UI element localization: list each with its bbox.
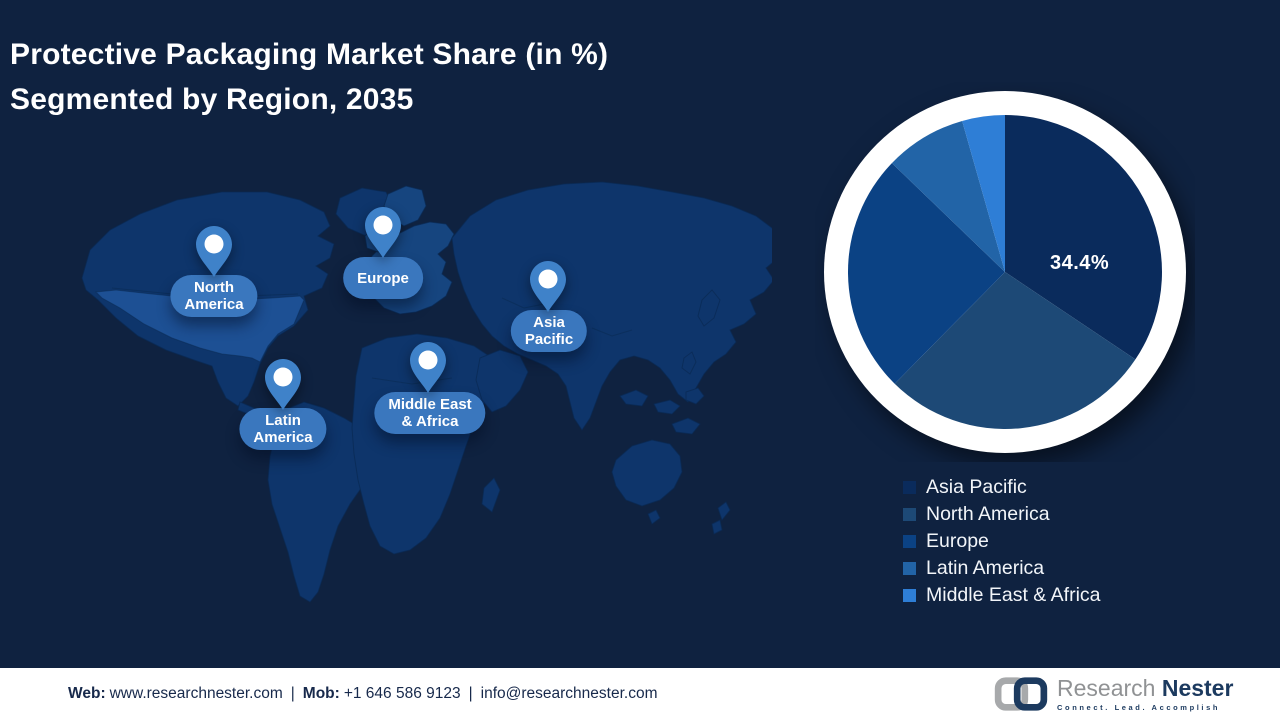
- page-title: Protective Packaging Market Share (in %)…: [10, 38, 609, 116]
- location-pin-icon-middle-east-africa: [410, 342, 446, 393]
- region-label-asia-pacific: Asia Pacific: [510, 310, 588, 352]
- brand-text: Research Nester Connect. Lead. Accomplis…: [1057, 674, 1234, 712]
- map-tasmania: [647, 509, 661, 525]
- map-madagascar: [481, 477, 501, 513]
- legend-label: North America: [926, 503, 1050, 525]
- location-pin-icon-asia-pacific: [530, 261, 566, 312]
- pie-slices: [847, 115, 1162, 429]
- map-japan: [697, 289, 721, 327]
- pie-slice-middle-east-africa: [962, 115, 1005, 272]
- separator: |: [290, 685, 295, 702]
- legend-item-north-america: North America: [903, 501, 1101, 528]
- web-label: Web:: [68, 685, 106, 702]
- region-label-north-america: North America: [170, 275, 258, 317]
- region-label-europe: Europe: [343, 257, 423, 299]
- legend-item-middle-east-africa: Middle East & Africa: [903, 582, 1101, 609]
- pie-slice-latin-america: [891, 120, 1005, 272]
- legend-swatch-asia-pacific: [903, 481, 916, 494]
- location-pin-icon-latin-america: [265, 359, 301, 410]
- research-nester-logo: Research Nester Connect. Lead. Accomplis…: [993, 668, 1233, 720]
- legend-swatch-europe: [903, 535, 916, 548]
- pie-chart: [824, 91, 1186, 453]
- phone-number: +1 646 586 9123: [343, 685, 461, 702]
- map-indonesia-1: [619, 389, 649, 407]
- brand-name: Research Nester: [1057, 674, 1234, 701]
- legend-swatch-north-america: [903, 508, 916, 521]
- legend-item-asia-pacific: Asia Pacific: [903, 474, 1101, 501]
- pie-slice-asia-pacific: [1005, 115, 1162, 360]
- website-url: www.researchnester.com: [109, 685, 283, 702]
- brand-primary: Research: [1057, 674, 1156, 701]
- map-australia: [611, 439, 683, 507]
- map-new-zealand: [711, 501, 731, 535]
- map-new-guinea: [671, 417, 701, 435]
- pie-slice-europe: [847, 163, 1005, 384]
- region-label-latin-america: Latin America: [239, 408, 327, 450]
- separator: |: [468, 685, 473, 702]
- pie-data-label: 34.4%: [1050, 252, 1110, 274]
- legend-label: Middle East & Africa: [926, 584, 1101, 606]
- legend-label: Europe: [926, 530, 989, 552]
- brand-secondary: Nester: [1161, 674, 1234, 701]
- map-arabia: [475, 349, 529, 413]
- email-address: info@researchnester.com: [480, 685, 658, 702]
- map-indonesia-2: [653, 399, 681, 415]
- legend-swatch-middle-east-africa: [903, 589, 916, 602]
- legend-swatch-latin-america: [903, 562, 916, 575]
- map-philippines: [681, 351, 697, 375]
- location-pin-icon-europe: [365, 207, 401, 258]
- legend-label: Latin America: [926, 557, 1045, 579]
- brand-tagline: Connect. Lead. Accomplish: [1057, 702, 1221, 712]
- map-indonesia-3: [685, 387, 705, 405]
- region-label-middle-east-africa: Middle East & Africa: [374, 392, 486, 434]
- footer-bar: Web: www.researchnester.com | Mob: +1 64…: [0, 668, 1280, 720]
- map-africa: [351, 333, 501, 555]
- location-pin-icon-north-america: [196, 226, 232, 277]
- pie-slice-north-america: [894, 272, 1136, 429]
- legend-item-latin-america: Latin America: [903, 555, 1101, 582]
- chain-links-logo-icon: [994, 677, 1048, 711]
- contact-info: Web: www.researchnester.com | Mob: +1 64…: [68, 668, 657, 720]
- chart-legend: Asia Pacific North America Europe Latin …: [903, 474, 1101, 609]
- mob-label: Mob:: [302, 685, 340, 702]
- legend-label: Asia Pacific: [926, 476, 1027, 498]
- legend-item-europe: Europe: [903, 528, 1101, 555]
